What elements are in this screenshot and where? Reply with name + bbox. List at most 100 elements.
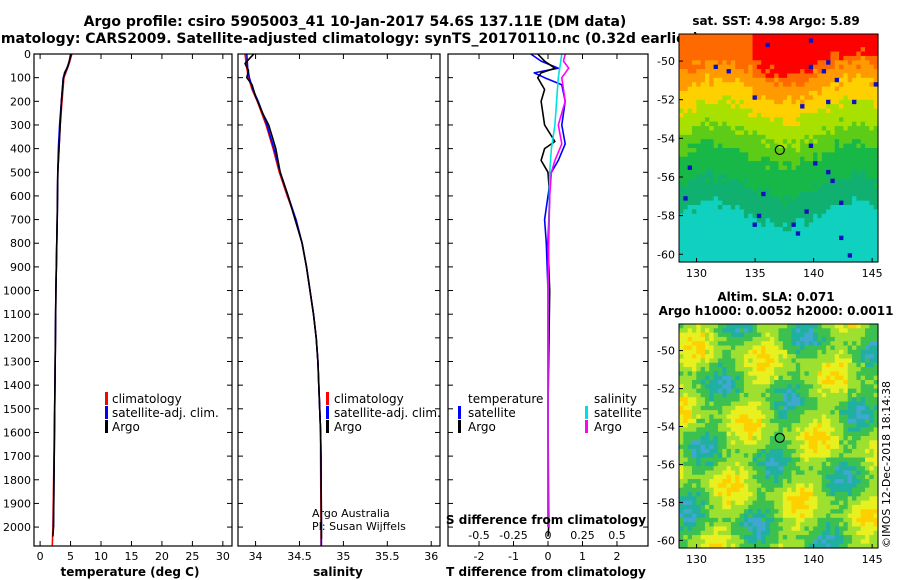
sst-map-cell xyxy=(730,126,736,132)
sst-map-cell xyxy=(765,47,771,53)
sst-map-cell xyxy=(679,244,684,250)
sst-map-cell xyxy=(800,108,806,114)
sst-map-cell xyxy=(839,205,844,210)
sla-map-cell xyxy=(782,328,788,334)
sla-map-cell xyxy=(830,371,836,377)
sla-map-cell xyxy=(765,496,771,502)
sla-map-cell xyxy=(683,483,689,489)
sst-map-cell xyxy=(787,253,793,259)
sst-map-cell xyxy=(804,117,810,123)
sla-map-cell xyxy=(821,328,827,334)
sst-y-tick-label: -56 xyxy=(657,171,675,184)
sla-map-cell xyxy=(869,401,875,407)
sst-map-cell xyxy=(735,60,741,66)
sla-map-cell xyxy=(808,362,814,368)
sla-map-cell xyxy=(865,375,870,381)
sst-map-cell xyxy=(683,134,689,140)
sla-map-cell xyxy=(765,466,771,472)
sst-map-cell xyxy=(735,143,741,149)
sst-map-cell xyxy=(873,134,879,140)
sst-map-cell xyxy=(743,55,749,61)
sla-map-cell xyxy=(774,513,780,519)
sst-map-cell xyxy=(852,77,857,83)
sla-map-cell xyxy=(683,479,689,484)
sst-map-cell xyxy=(826,47,832,53)
sst-map-cell xyxy=(735,191,741,197)
sla-map-cell xyxy=(717,388,723,394)
sst-map-cell xyxy=(717,187,723,193)
sst-map-cell xyxy=(748,86,754,92)
sla-map-cell xyxy=(787,461,793,467)
sla-map-cell xyxy=(821,436,827,441)
sla-map-cell xyxy=(748,358,754,364)
sla-map-cell xyxy=(752,436,758,441)
sst-map-cell xyxy=(739,209,745,215)
sla-map-cell xyxy=(800,371,806,377)
sla-map-cell xyxy=(691,384,697,390)
sst-map-cell xyxy=(778,235,784,241)
sst-map-cell xyxy=(704,205,710,210)
sst-map-cell xyxy=(778,38,784,44)
sst-map-cell xyxy=(795,121,801,127)
sst-map-cell xyxy=(852,231,857,237)
sla-map-cell xyxy=(843,345,849,351)
sla-map-cell xyxy=(813,474,819,480)
sla-map-cell xyxy=(713,517,719,523)
sla-map-cell xyxy=(834,401,840,407)
sla-map-cell xyxy=(834,457,840,463)
sla-map-cell xyxy=(869,530,875,536)
sla-map-cell xyxy=(726,504,732,510)
sst-map-cell xyxy=(821,104,827,110)
sst-map-cell xyxy=(756,34,762,39)
sla-map-cell xyxy=(722,354,728,360)
sst-map-cell xyxy=(782,240,788,246)
sst-map-cell xyxy=(756,257,762,263)
sst-map-cell xyxy=(761,174,767,180)
sst-map-cell xyxy=(852,191,857,197)
sst-map-cell xyxy=(869,213,875,219)
sst-map-cell xyxy=(856,51,862,57)
sst-map-cell xyxy=(683,205,689,210)
sla-map-cell xyxy=(795,423,801,428)
sla-map-cell xyxy=(839,336,844,342)
sst-map-cell xyxy=(735,34,741,39)
sla-map-cell xyxy=(739,492,745,497)
sla-map-cell xyxy=(778,384,784,390)
sla-map-cell xyxy=(873,436,879,441)
sst-map-cell xyxy=(813,77,819,83)
sla-map-cell xyxy=(735,397,741,403)
sla-map-cell xyxy=(743,388,749,394)
sla-map-cell xyxy=(808,457,814,463)
sla-map-cell xyxy=(869,496,875,502)
sst-map-cell xyxy=(860,42,866,48)
sst-map-cell xyxy=(817,222,823,228)
sla-map-cell xyxy=(821,457,827,463)
sst-map-cell xyxy=(852,104,857,110)
sla-map-cell xyxy=(748,418,754,424)
sla-map-cell xyxy=(704,487,710,493)
sst-map-cell xyxy=(869,95,875,101)
sla-map-cell xyxy=(774,500,780,506)
sla-map-cell xyxy=(709,328,715,334)
sst-map-cell xyxy=(804,82,810,88)
sla-map-cell xyxy=(696,509,702,515)
sla-map-cell xyxy=(826,474,832,480)
sla-map-cell xyxy=(839,388,844,394)
sla-map-cell xyxy=(726,392,732,398)
sla-map-cell xyxy=(778,401,784,407)
sst-map-cell xyxy=(869,82,875,88)
sla-map-cell xyxy=(852,367,857,372)
sla-map-cell xyxy=(782,444,788,450)
sla-map-cell xyxy=(696,414,702,420)
sst-map-cell xyxy=(679,257,684,263)
sst-map-cell xyxy=(821,213,827,219)
sla-map-cell xyxy=(843,367,849,372)
sla-map-cell xyxy=(769,453,775,459)
sla-map-cell xyxy=(860,496,866,502)
sst-map-cell xyxy=(687,240,693,246)
sst-map-cell xyxy=(696,99,702,105)
sst-map-cell xyxy=(869,187,875,193)
sla-map-cell xyxy=(778,341,784,347)
x-tick-label: 35 xyxy=(336,550,350,563)
